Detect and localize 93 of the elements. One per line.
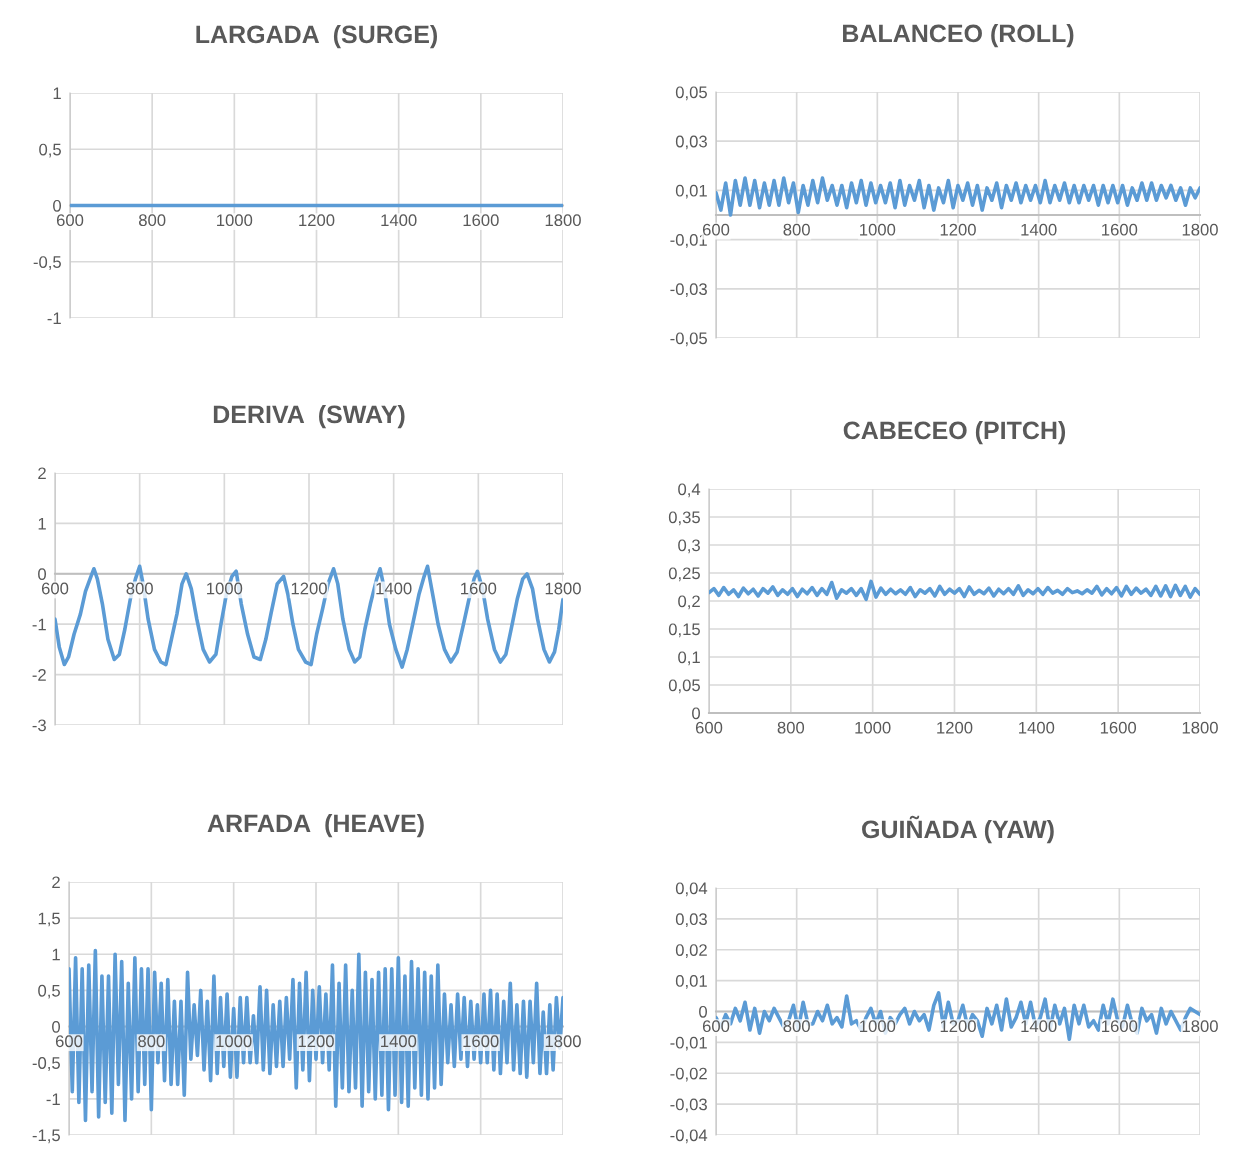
y-tick-label: 0,5 — [38, 984, 60, 999]
y-tick-label: 0,03 — [675, 135, 707, 150]
y-tick-label: 1 — [38, 517, 46, 530]
x-tick-label: 800 — [126, 582, 153, 595]
chart-title: BALANCEO (ROLL) — [843, 23, 1074, 48]
y-tick-label: 0,05 — [675, 86, 707, 101]
x-tick-label: 1600 — [1100, 721, 1137, 734]
y-tick-label: 0,5 — [39, 143, 61, 158]
y-tick-label: -1 — [47, 312, 61, 325]
chart-title: CABECEO (PITCH) — [843, 420, 1066, 445]
y-tick-label: 1 — [52, 948, 60, 961]
y-tick-label: -0,03 — [670, 1098, 707, 1113]
y-tick-label: 0,35 — [668, 511, 700, 526]
chart-title: DERIVA (SWAY) — [213, 404, 405, 429]
x-tick-label: 600 — [702, 1020, 730, 1033]
y-tick-label: 0 — [53, 199, 62, 212]
x-tick-label: 1600 — [1102, 223, 1138, 236]
y-tick-label: 0,25 — [668, 567, 700, 582]
x-tick-label: 1000 — [855, 721, 891, 734]
y-tick-label: 0,2 — [678, 595, 700, 610]
x-tick-label: 1800 — [1182, 1020, 1218, 1033]
x-tick-label: 800 — [783, 223, 810, 236]
x-tick-label: 1200 — [291, 582, 327, 595]
x-tick-label: 1000 — [216, 1035, 252, 1048]
x-tick-label: 1800 — [545, 1035, 581, 1048]
y-tick-label: 0,01 — [675, 975, 707, 989]
y-tick-label: -0,04 — [670, 1129, 708, 1144]
x-tick-label: 800 — [777, 721, 805, 734]
y-tick-label: -1 — [46, 1093, 60, 1105]
x-tick-label: 800 — [783, 1020, 810, 1033]
y-tick-label: -0,5 — [33, 256, 61, 270]
y-tick-label: 0,4 — [678, 483, 701, 498]
y-tick-label: 0 — [52, 1020, 61, 1033]
x-tick-label: 1400 — [1021, 1020, 1057, 1033]
y-tick-label: -0,5 — [32, 1057, 60, 1071]
x-tick-label: 600 — [695, 721, 723, 734]
y-tick-label: 0,05 — [668, 679, 700, 694]
chart-title: ARFADA (HEAVE) — [207, 813, 424, 838]
x-tick-label: 1400 — [376, 582, 412, 595]
x-tick-label: 1600 — [461, 582, 497, 595]
x-tick-label: 1600 — [1102, 1020, 1138, 1033]
x-tick-label: 1000 — [217, 214, 253, 227]
x-tick-label: 800 — [138, 214, 166, 227]
x-tick-label: 1200 — [937, 721, 973, 734]
x-tick-label: 1400 — [1021, 223, 1057, 236]
x-tick-label: 600 — [41, 582, 69, 595]
x-tick-label: 1000 — [860, 223, 896, 236]
x-tick-label: 1600 — [463, 1035, 499, 1048]
line-series — [716, 176, 1200, 217]
x-tick-label: 600 — [56, 214, 84, 227]
y-tick-label: -0,01 — [670, 234, 707, 248]
y-tick-label: 2 — [38, 467, 46, 480]
x-tick-label: 1200 — [298, 1035, 334, 1048]
y-tick-label: 0,04 — [675, 882, 708, 897]
y-tick-label: 0,3 — [678, 539, 700, 554]
x-tick-label: 600 — [702, 223, 730, 236]
x-tick-label: 1400 — [1019, 721, 1055, 734]
y-tick-label: 0 — [38, 568, 47, 580]
x-tick-label: 1200 — [940, 1020, 976, 1033]
x-tick-label: 600 — [55, 1035, 83, 1048]
x-tick-label: 1800 — [1182, 721, 1218, 734]
y-tick-label: -0,01 — [670, 1036, 707, 1051]
y-tick-label: -0,05 — [670, 332, 707, 347]
y-tick-label: -1 — [32, 618, 46, 631]
y-tick-label: -0,03 — [670, 283, 707, 297]
y-tick-label: -3 — [32, 719, 46, 732]
x-tick-label: 1000 — [207, 582, 243, 595]
y-tick-label: -1,5 — [32, 1129, 60, 1144]
y-tick-label: 0 — [699, 1005, 708, 1018]
y-tick-label: 1,5 — [38, 912, 60, 927]
y-tick-label: 0,01 — [675, 184, 707, 199]
y-tick-label: 0,1 — [678, 651, 700, 666]
y-tick-label: -0,02 — [670, 1067, 707, 1082]
x-tick-label: 1800 — [545, 582, 581, 595]
y-tick-label: 0,03 — [675, 913, 707, 928]
x-tick-label: 1400 — [381, 214, 417, 227]
x-tick-label: 800 — [138, 1035, 165, 1048]
x-tick-label: 1200 — [299, 214, 335, 227]
x-tick-label: 1200 — [940, 223, 976, 236]
chart-title: LARGADA (SURGE) — [196, 24, 437, 49]
y-tick-label: -2 — [32, 669, 46, 681]
x-tick-label: 1800 — [545, 214, 581, 227]
chart-title: GUIÑADA (YAW) — [862, 815, 1054, 844]
y-tick-label: 0,02 — [675, 944, 707, 958]
y-tick-label: 0,15 — [668, 623, 700, 638]
x-tick-label: 1000 — [860, 1020, 896, 1033]
x-tick-label: 1800 — [1182, 223, 1218, 236]
x-tick-label: 1400 — [381, 1035, 417, 1048]
line-series — [709, 579, 1200, 602]
y-tick-label: 1 — [53, 87, 61, 100]
x-tick-label: 1600 — [463, 214, 499, 227]
y-tick-label: 0 — [692, 707, 701, 720]
y-tick-label: 2 — [52, 876, 60, 889]
